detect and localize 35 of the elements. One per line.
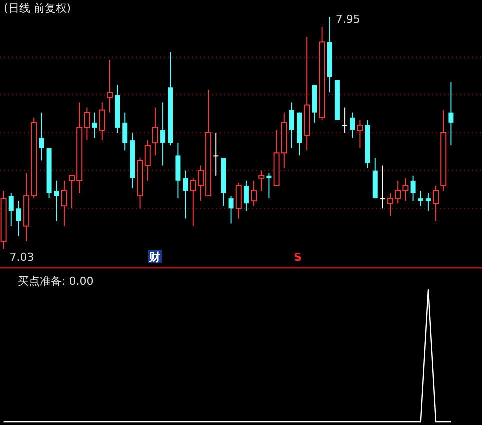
candlestick <box>258 170 265 192</box>
candlestick <box>418 190 424 207</box>
annotation: 7.95 <box>336 13 360 26</box>
candlestick <box>160 102 166 166</box>
candlestick <box>342 107 348 134</box>
candlestick <box>54 180 60 222</box>
chart-title: 买点准备: 0.00 <box>18 275 94 288</box>
candlestick <box>357 120 364 149</box>
text: S <box>294 251 302 264</box>
candlestick <box>92 112 98 139</box>
candlestick <box>448 82 454 146</box>
candlestick <box>16 200 22 237</box>
candlestick <box>410 175 416 202</box>
chart-title: (日线 前复权) <box>4 2 72 15</box>
candlestick <box>228 196 234 224</box>
candlestick <box>289 102 294 149</box>
candlestick <box>266 172 272 200</box>
candlestick <box>106 59 113 114</box>
candlestick <box>236 182 242 220</box>
candlestick <box>122 112 128 152</box>
candlestick <box>61 180 68 227</box>
candlestick <box>152 107 158 156</box>
candlestick <box>183 170 188 220</box>
candlestick <box>433 185 440 222</box>
candlestick <box>350 112 356 139</box>
candlestick <box>380 165 386 210</box>
candlestick <box>214 132 219 176</box>
text: 财 <box>148 251 160 264</box>
candlestick <box>426 193 431 212</box>
candlestick <box>99 102 106 142</box>
candlestick <box>8 193 14 227</box>
text: 7.03 <box>10 251 34 264</box>
candlestick <box>39 112 44 162</box>
candlestick <box>251 180 258 207</box>
candlestick <box>244 180 249 212</box>
